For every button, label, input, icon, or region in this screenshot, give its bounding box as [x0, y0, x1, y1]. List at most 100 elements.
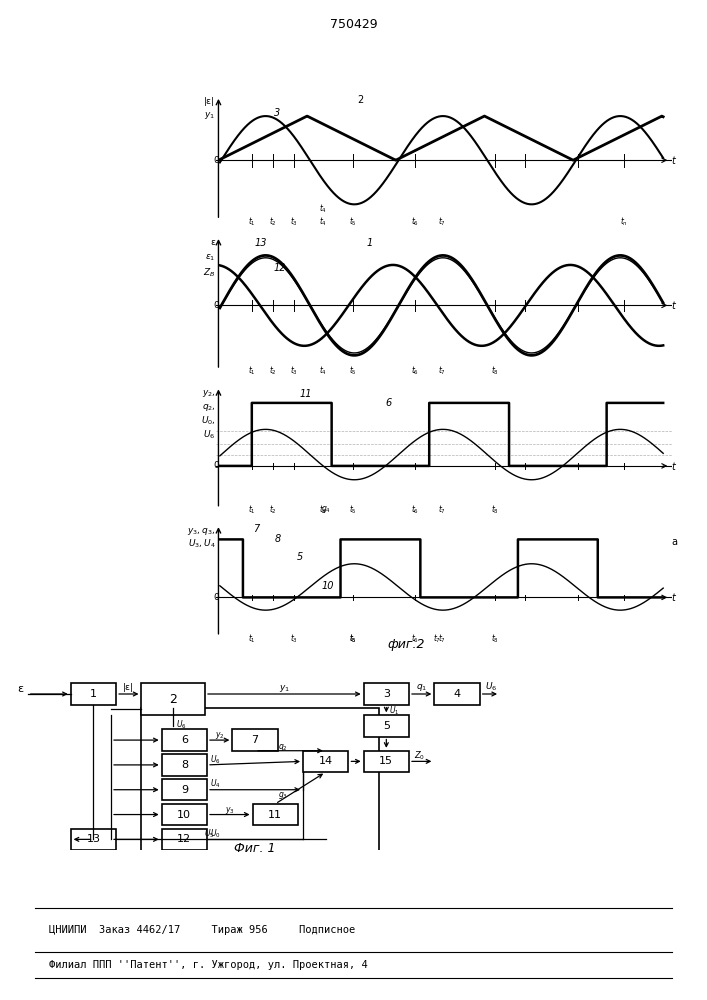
Bar	[233, 729, 278, 751]
Text: $t_3$: $t_3$	[291, 215, 298, 228]
Text: 0: 0	[214, 461, 219, 470]
Text: 4: 4	[453, 689, 460, 699]
Text: $ε_1$: $ε_1$	[205, 252, 216, 263]
Text: 6: 6	[181, 735, 188, 745]
Text: $t_4$: $t_4$	[319, 215, 327, 228]
Text: 8: 8	[181, 760, 188, 770]
Text: $t_7$: $t_7$	[438, 632, 445, 645]
Text: $U_4$: $U_4$	[209, 778, 220, 790]
Bar	[71, 829, 116, 850]
Text: ЦНИИПИ  Заказ 4462/17     Тираж 956     Подписное: ЦНИИПИ Заказ 4462/17 Тираж 956 Подписное	[49, 925, 356, 935]
Text: $t_7$: $t_7$	[438, 365, 445, 377]
Bar	[162, 829, 207, 850]
Text: ε: ε	[17, 684, 23, 694]
Text: 6: 6	[385, 398, 392, 408]
Bar	[363, 715, 409, 737]
Text: $t_5$: $t_5$	[349, 215, 357, 228]
Text: $t_5$: $t_5$	[349, 504, 357, 516]
Text: $t_5$: $t_5$	[349, 632, 357, 645]
Bar	[363, 683, 409, 705]
Text: 8: 8	[274, 534, 281, 544]
Text: 3: 3	[274, 108, 280, 118]
Text: $t_7$: $t_7$	[433, 632, 441, 645]
Text: фиг.2: фиг.2	[387, 638, 426, 651]
Text: Филиал ППП ''Патент'', г. Ужгород, ул. Проектная, 4: Филиал ППП ''Патент'', г. Ужгород, ул. П…	[49, 960, 368, 970]
Text: $t_7$: $t_7$	[438, 215, 445, 228]
Text: $t_1$: $t_1$	[248, 504, 256, 516]
Text: $t_7$: $t_7$	[438, 504, 445, 516]
Text: 3: 3	[382, 689, 390, 699]
Text: $Z_0$: $Z_0$	[414, 750, 426, 762]
Text: 0: 0	[214, 593, 219, 602]
Text: 9: 9	[181, 785, 188, 795]
Text: $t$: $t$	[671, 460, 677, 472]
Bar	[162, 804, 207, 825]
Text: $q_2$: $q_2$	[278, 742, 288, 753]
Text: a: a	[672, 537, 677, 547]
Bar	[141, 708, 379, 854]
Text: 7: 7	[252, 735, 259, 745]
Text: 1: 1	[367, 238, 373, 248]
Text: $g_4$: $g_4$	[320, 504, 330, 515]
Bar	[303, 751, 349, 772]
Text: $U_5$: $U_5$	[204, 828, 215, 840]
Bar	[71, 683, 116, 705]
Text: $t_5$: $t_5$	[349, 632, 357, 645]
Text: 750429: 750429	[329, 18, 378, 31]
Text: $t_8$: $t_8$	[491, 504, 498, 516]
Text: Фиг. 1: Фиг. 1	[234, 842, 275, 855]
Bar	[162, 729, 207, 751]
Text: $t$: $t$	[671, 591, 677, 603]
Text: $y_1$: $y_1$	[279, 683, 290, 694]
Text: |ε|: |ε|	[123, 683, 134, 692]
Text: $U_0$,: $U_0$,	[201, 415, 216, 427]
Text: $y_2$,: $y_2$,	[201, 388, 216, 399]
Text: $t_8$: $t_8$	[491, 365, 498, 377]
Text: $y_3$: $y_3$	[225, 805, 235, 816]
Text: 7: 7	[253, 524, 259, 534]
Text: $U_6$: $U_6$	[485, 681, 497, 693]
Text: $t_6$: $t_6$	[411, 215, 419, 228]
Text: $t_4$: $t_4$	[319, 202, 327, 215]
Text: 13: 13	[86, 834, 100, 844]
Bar	[363, 751, 409, 772]
Bar	[141, 683, 205, 715]
Text: $t_3$: $t_3$	[291, 365, 298, 377]
Text: $Z_B$: $Z_B$	[203, 266, 216, 279]
Text: $t_1$: $t_1$	[248, 215, 256, 228]
Text: $U_6$: $U_6$	[203, 428, 216, 441]
Text: 5: 5	[382, 721, 390, 731]
Text: |ε|: |ε|	[204, 97, 216, 106]
Text: $q_2$,: $q_2$,	[201, 402, 216, 413]
Text: $t_2$: $t_2$	[269, 215, 277, 228]
Text: $y_3,q_3,$: $y_3,q_3,$	[187, 526, 216, 537]
Bar	[252, 804, 298, 825]
Text: $t_3$: $t_3$	[291, 632, 298, 645]
Text: $U_3,U_4$: $U_3,U_4$	[187, 537, 216, 550]
Text: $U_0$: $U_0$	[209, 828, 221, 840]
Bar	[162, 754, 207, 776]
Text: $t_6$: $t_6$	[411, 365, 419, 377]
Bar	[162, 779, 207, 800]
Text: $U_6$: $U_6$	[176, 719, 187, 731]
Text: 1: 1	[90, 689, 97, 699]
Text: 15: 15	[380, 756, 393, 766]
Text: $t_8$: $t_8$	[491, 632, 498, 645]
Text: $U_1$: $U_1$	[389, 704, 399, 717]
Text: $t_2$: $t_2$	[269, 504, 277, 516]
Text: 11: 11	[268, 810, 282, 820]
Text: 5: 5	[297, 552, 303, 562]
Text: $t$: $t$	[671, 299, 677, 311]
Text: $U_6$: $U_6$	[209, 753, 221, 766]
Text: 12: 12	[177, 834, 192, 844]
Text: $t_1$: $t_1$	[248, 365, 256, 377]
Text: 2: 2	[357, 95, 363, 105]
Text: $t_2$: $t_2$	[269, 365, 277, 377]
Text: $t_5$: $t_5$	[349, 365, 357, 377]
Text: $t_6$: $t_6$	[411, 632, 419, 645]
Bar	[434, 683, 480, 705]
Text: $t_6$: $t_6$	[411, 504, 419, 516]
Text: $q_1$: $q_1$	[416, 682, 427, 693]
Text: $y_2$: $y_2$	[215, 730, 224, 741]
Text: 14: 14	[319, 756, 333, 766]
